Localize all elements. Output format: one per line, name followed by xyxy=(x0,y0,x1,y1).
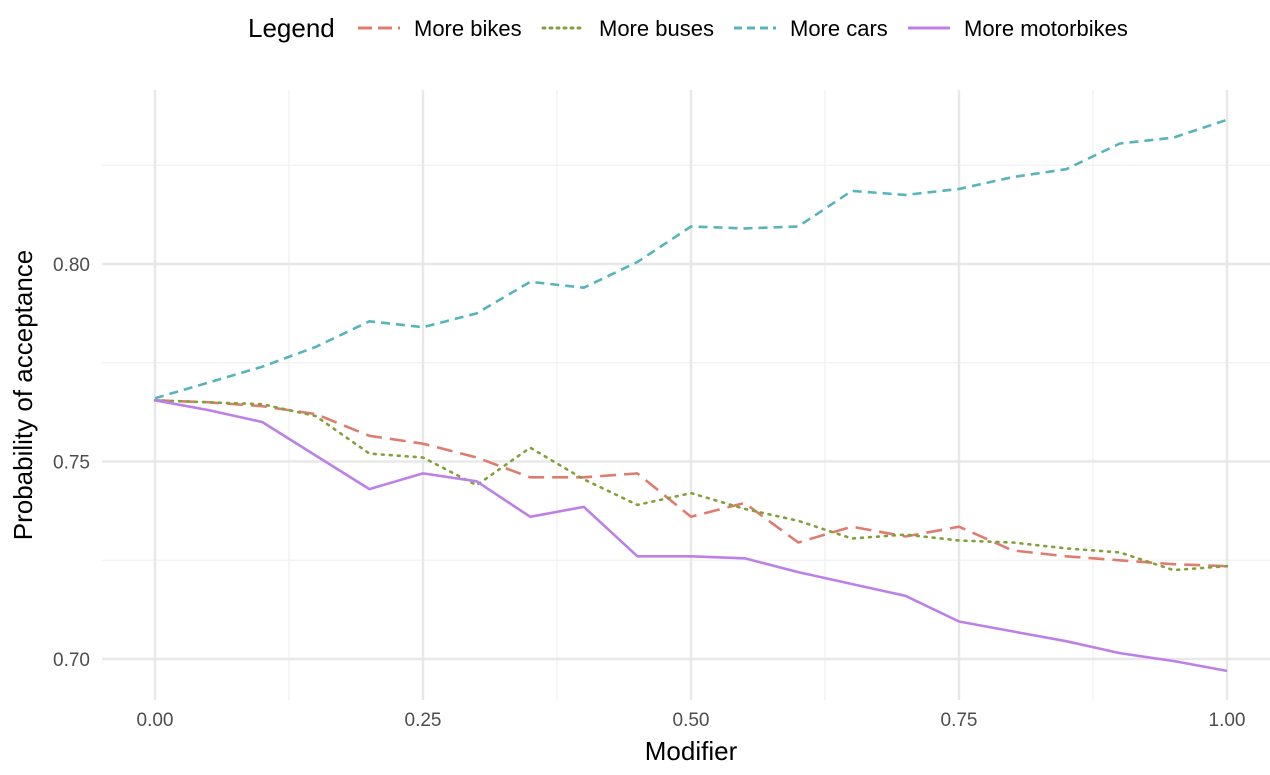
x-tick-label: 0.00 xyxy=(137,710,174,731)
series-line-more-buses xyxy=(153,398,1229,572)
series-line-more-cars xyxy=(154,118,1228,400)
series-line-more-motorbikes xyxy=(154,399,1228,673)
legend-label-more-bikes: More bikes xyxy=(414,16,522,41)
legend-label-more-buses: More buses xyxy=(599,16,714,41)
series-lines xyxy=(153,118,1229,673)
x-axis-tick-labels: 0.00 0.25 0.50 0.75 1.00 xyxy=(137,710,1246,731)
y-tick-label: 0.80 xyxy=(53,255,90,276)
y-axis-title: Probability of acceptance xyxy=(8,250,38,541)
y-tick-label: 0.70 xyxy=(53,650,90,671)
legend-title: Legend xyxy=(248,13,335,43)
x-tick-label: 0.75 xyxy=(941,710,978,731)
series-line-more-bikes xyxy=(154,399,1228,568)
legend: Legend More bikes More buses More cars More… xyxy=(248,13,1128,43)
x-axis-title: Modifier xyxy=(645,736,738,766)
legend-label-more-motorbikes: More motorbikes xyxy=(964,16,1128,41)
legend-label-more-cars: More cars xyxy=(790,16,888,41)
x-tick-label: 0.25 xyxy=(405,710,442,731)
y-tick-label: 0.75 xyxy=(53,453,90,474)
minor-gridlines xyxy=(102,90,1270,700)
x-tick-label: 1.00 xyxy=(1209,710,1246,731)
x-tick-label: 0.50 xyxy=(673,710,710,731)
legend-items: More bikes More buses More cars More motorb… xyxy=(358,16,1128,41)
major-gridlines xyxy=(102,90,1270,700)
y-axis-tick-labels: 0.70 0.75 0.80 xyxy=(53,255,90,671)
